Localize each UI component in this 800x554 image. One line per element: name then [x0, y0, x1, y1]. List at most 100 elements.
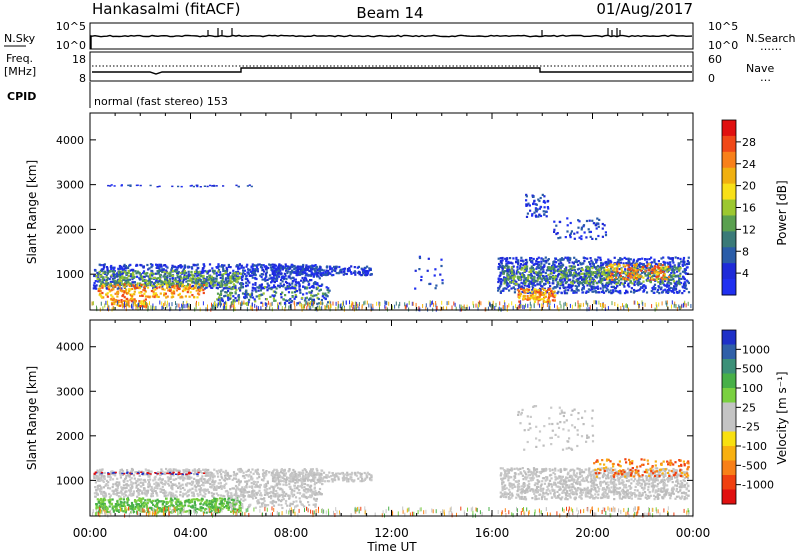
- range-cell: [301, 267, 304, 270]
- range-cell: [182, 268, 185, 271]
- range-cell: [280, 267, 283, 270]
- range-cell: [368, 268, 371, 272]
- range-cell: [327, 287, 330, 290]
- range-cell: [262, 292, 265, 295]
- range-cell: [149, 301, 150, 306]
- range-cell: [528, 270, 531, 274]
- range-cell: [129, 488, 133, 491]
- range-cell: [576, 268, 579, 271]
- range-cell: [325, 305, 327, 310]
- range-cell: [161, 270, 164, 273]
- range-cell: [487, 306, 489, 311]
- range-cell: [245, 265, 248, 268]
- range-cell: [232, 287, 235, 290]
- range-cell: [287, 265, 290, 268]
- range-cell: [294, 270, 297, 273]
- range-cell: [313, 264, 316, 267]
- range-cell: [548, 306, 550, 311]
- range-cell: [142, 275, 145, 278]
- range-cell: [511, 301, 513, 306]
- range-cell: [152, 479, 155, 482]
- range-cell: [610, 261, 613, 264]
- range-cell: [137, 271, 140, 274]
- range-cell: [572, 265, 575, 268]
- range-cell: [185, 271, 188, 274]
- range-cell: [531, 293, 534, 296]
- range-cell: [286, 266, 289, 270]
- range-cell: [238, 267, 241, 270]
- range-cell: [639, 286, 643, 289]
- range-cell: [536, 208, 539, 211]
- range-cell: [319, 272, 322, 275]
- range-cell: [328, 289, 331, 292]
- range-cell: [668, 284, 671, 287]
- range-cell: [288, 299, 291, 302]
- range-cell: [669, 257, 673, 260]
- range-cell: [559, 258, 562, 261]
- range-cell: [576, 279, 579, 282]
- range-cell: [652, 288, 655, 291]
- range-cell: [564, 236, 567, 239]
- range-cell: [277, 482, 280, 485]
- range-cell: [599, 281, 602, 284]
- range-cell: [150, 289, 153, 293]
- range-cell: [119, 289, 122, 292]
- range-cell: [552, 260, 555, 264]
- range-cell: [310, 279, 313, 282]
- range-cell: [580, 303, 582, 308]
- range-cell: [149, 184, 152, 187]
- range-cell: [615, 276, 618, 279]
- range-cell: [304, 301, 306, 306]
- range-cell: [657, 281, 660, 284]
- range-cell: [134, 270, 137, 273]
- range-cell: [555, 232, 558, 236]
- range-cell: [554, 274, 557, 278]
- range-cell: [666, 268, 670, 271]
- range-cell: [524, 282, 527, 285]
- range-cell: [125, 279, 128, 282]
- range-cell: [503, 277, 506, 281]
- range-cell: [295, 271, 298, 274]
- range-cell: [246, 185, 249, 187]
- range-cell: [287, 270, 290, 273]
- range-cell: [229, 276, 232, 279]
- range-cell: [603, 269, 606, 272]
- range-cell: [680, 304, 682, 309]
- range-cell: [566, 230, 569, 233]
- range-cell: [583, 231, 586, 234]
- range-cell: [165, 279, 169, 282]
- range-cell: [308, 291, 311, 294]
- range-cell: [433, 274, 436, 277]
- range-cell: [557, 259, 560, 262]
- range-cell: [210, 485, 213, 488]
- range-cell: [636, 265, 639, 268]
- range-cell: [303, 468, 306, 471]
- range-cell: [658, 266, 661, 270]
- range-cell: [530, 265, 533, 268]
- range-cell: [216, 298, 219, 301]
- range-cell: [562, 264, 565, 267]
- range-cell: [358, 273, 361, 276]
- range-cell: [208, 278, 211, 281]
- range-cell: [609, 267, 613, 270]
- nsearch-tick-bottom: 10^0: [708, 39, 738, 52]
- range-cell: [546, 281, 549, 284]
- range-cell: [353, 266, 356, 269]
- range-cell: [646, 277, 649, 280]
- range-cell: [208, 269, 211, 272]
- range-cell: [661, 266, 665, 269]
- range-cell: [116, 272, 119, 275]
- range-cell: [559, 267, 562, 270]
- range-cell: [506, 272, 509, 275]
- range-cell: [246, 263, 249, 266]
- range-cell: [661, 280, 664, 283]
- range-cell: [246, 284, 249, 287]
- range-cell: [637, 258, 640, 261]
- range-cell: [102, 283, 105, 286]
- range-cell: [520, 259, 523, 262]
- range-cell: [654, 262, 657, 265]
- date-title: 01/Aug/2017: [596, 0, 693, 18]
- range-cell: [591, 280, 595, 283]
- range-cell: [183, 264, 186, 267]
- range-cell: [242, 269, 245, 272]
